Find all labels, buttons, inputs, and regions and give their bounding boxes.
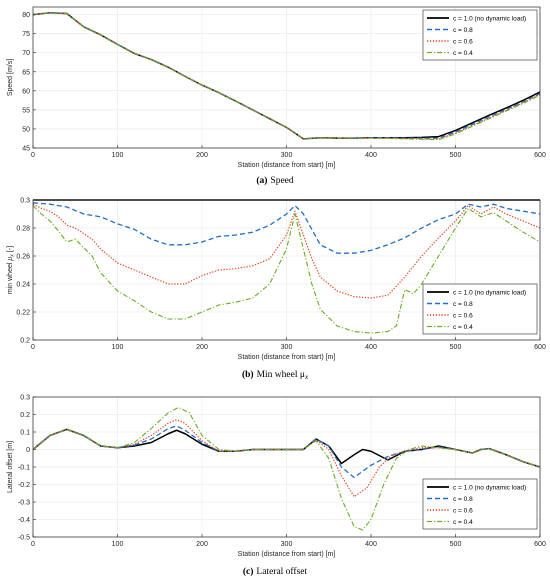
legend-entry-0: c = 1.0 (no dynamic load) (453, 484, 526, 491)
series-line-1 (33, 202, 540, 254)
y-tick-label: 80 (22, 12, 30, 19)
y-tick-label: -0.5 (18, 535, 30, 542)
legend-entry-1: c = 0.8 (453, 496, 473, 503)
y-tick-label: 0 (26, 447, 30, 454)
y-tick-label: 0.2 (20, 338, 30, 345)
legend: c = 1.0 (no dynamic load) c = 0.8 c = 0.6 c… (422, 478, 538, 530)
series-line-2 (33, 203, 540, 299)
legend-entry-2: c = 0.6 (453, 38, 473, 45)
x-tick-label: 300 (281, 541, 293, 548)
y-tick-label: 45 (22, 146, 30, 153)
legend-entry-3: c = 0.4 (453, 324, 473, 331)
y-tick-label: 75 (22, 31, 30, 38)
y-axis-label: min wheel μx [-] (7, 246, 16, 294)
min-wheel-mu-chart: 0 100 200 300 400 500 600 0.2 0.22 0.24 0.26 0.28 0.… (7, 198, 546, 362)
legend: c = 1.0 (no dynamic load) c = 0.8 c = 0.6 c… (422, 9, 538, 61)
speed-chart: 0 100 200 300 400 500 600 45 50 55 60 65 70 75 80 Stati… (7, 6, 546, 169)
y-tick-label: 0.2 (20, 412, 30, 419)
x-tick-label: 500 (450, 541, 462, 548)
y-tick-label: 0.22 (16, 310, 30, 317)
legend-entry-0: c = 1.0 (no dynamic load) (453, 15, 526, 22)
legend-entry-3: c = 0.4 (453, 50, 473, 57)
y-tick-label: 60 (22, 88, 30, 95)
x-tick-label: 600 (534, 152, 546, 159)
y-axis-label: Speed [m/s] (7, 59, 14, 96)
x-tick-label: 400 (365, 152, 377, 159)
x-tick-label: 400 (365, 344, 377, 351)
y-tick-label: -0.2 (18, 482, 30, 489)
x-axis-label: Station (distance from start) [m] (238, 354, 336, 361)
x-tick-label: 300 (281, 152, 293, 159)
y-tick-label: 0.3 (20, 395, 30, 402)
y-tick-label: 50 (22, 126, 30, 133)
y-tick-label: -0.4 (18, 517, 30, 524)
x-tick-label: 100 (112, 152, 124, 159)
x-tick-label: 100 (112, 344, 124, 351)
y-tick-label: 0.28 (16, 226, 30, 233)
x-tick-label: 600 (534, 344, 546, 351)
y-axis-label: Lateral offset [m] (7, 441, 14, 493)
x-tick-label: 0 (31, 152, 35, 159)
x-tick-label: 200 (196, 344, 208, 351)
y-tick-label: 0.3 (20, 198, 30, 205)
legend-entry-2: c = 0.6 (453, 312, 473, 319)
x-tick-label: 400 (365, 541, 377, 548)
x-axis-label: Station (distance from start) [m] (238, 551, 336, 558)
x-tick-label: 0 (31, 541, 35, 548)
series-line-3 (33, 12, 540, 141)
x-tick-label: 200 (196, 541, 208, 548)
caption-c: (c) Lateral offset (243, 566, 308, 577)
legend-entry-3: c = 0.4 (453, 519, 473, 526)
y-tick-label: 55 (22, 107, 30, 114)
x-tick-label: 600 (534, 541, 546, 548)
caption-b: (b) Min wheel μx (242, 369, 309, 381)
y-tick-label: 0.1 (20, 430, 30, 437)
x-tick-label: 500 (450, 152, 462, 159)
legend: c = 1.0 (no dynamic load) c = 0.8 c = 0.6 c… (422, 283, 538, 335)
series-line-3 (33, 406, 540, 531)
y-tick-label: 65 (22, 69, 30, 76)
x-tick-label: 200 (196, 152, 208, 159)
y-tick-label: 0.26 (16, 254, 30, 261)
legend-entry-1: c = 0.8 (453, 301, 473, 308)
lateral-offset-chart: 0 100 200 300 400 500 600 -0.5 -0.4 -0.3 -0.2 -0.1 0… (7, 395, 546, 559)
x-tick-label: 100 (112, 541, 124, 548)
legend-entry-1: c = 0.8 (453, 27, 473, 34)
y-tick-label: 70 (22, 50, 30, 57)
x-tick-label: 500 (450, 344, 462, 351)
y-tick-label: -0.3 (18, 500, 30, 507)
y-tick-label: -0.1 (18, 465, 30, 472)
legend-entry-0: c = 1.0 (no dynamic load) (453, 289, 526, 296)
x-tick-label: 300 (281, 344, 293, 351)
x-axis-label: Station (distance from start) [m] (238, 162, 336, 169)
legend-entry-2: c = 0.6 (453, 507, 473, 514)
series-line-3 (33, 205, 540, 334)
caption-a: (a) Speed (256, 175, 294, 186)
y-tick-label: 0.24 (16, 282, 30, 289)
x-tick-label: 0 (31, 344, 35, 351)
